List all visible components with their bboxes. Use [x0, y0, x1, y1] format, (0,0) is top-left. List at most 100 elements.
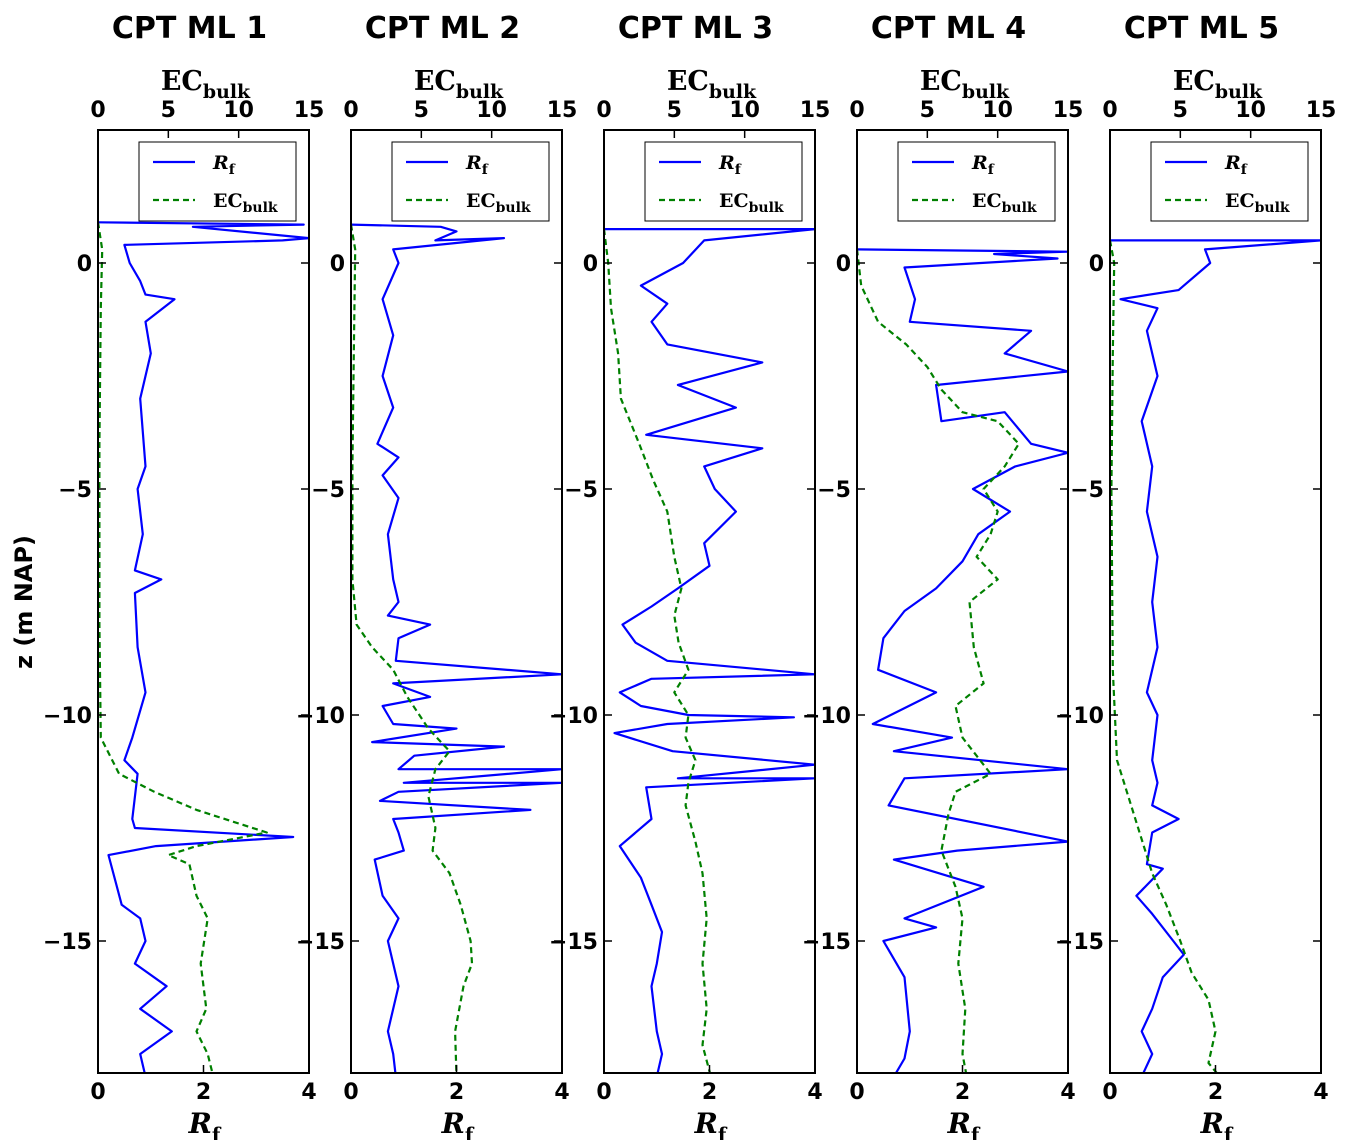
legend-label-main: R: [212, 152, 229, 174]
legend-label-main: R: [971, 152, 988, 174]
rf-line: [98, 221, 309, 1073]
top-tick-label: 15: [1306, 98, 1337, 123]
x-tick-label: 4: [1313, 1080, 1328, 1105]
rf-line: [351, 223, 562, 1073]
ecbulk-line: [98, 222, 268, 1073]
panel-title: CPT ML 2: [365, 11, 520, 46]
y-tick-label: −15: [1055, 930, 1104, 955]
bottom-axis-label: Rf: [947, 1107, 981, 1140]
legend-label-sub: bulk: [1255, 200, 1290, 216]
top-axis-label-main: EC: [414, 66, 456, 97]
legend: Rf ECbulk: [644, 141, 803, 222]
x-tick-label: 4: [554, 1080, 569, 1105]
legend-label-sub: bulk: [1002, 200, 1037, 216]
y-tick-label: −15: [549, 930, 598, 955]
bottom-axis-label-main: R: [694, 1107, 718, 1140]
legend-label: Rf: [465, 152, 489, 178]
y-tick-label: −15: [296, 930, 345, 955]
y-tick-label: −5: [564, 478, 598, 503]
top-tick-label: 0: [849, 98, 864, 123]
y-tick-label: −15: [43, 930, 92, 955]
ecbulk-line: [351, 224, 474, 1073]
y-tick-label: 0: [583, 252, 598, 277]
top-axis-label-sub: bulk: [456, 81, 504, 103]
bottom-axis-label: Rf: [1200, 1107, 1234, 1140]
legend-label-main: R: [718, 152, 735, 174]
legend-label-sub: f: [988, 162, 995, 178]
bottom-axis-label: Rf: [694, 1107, 728, 1140]
y-tick-label: 0: [77, 252, 92, 277]
legend-label-sub: bulk: [749, 200, 784, 216]
legend-label: Rf: [718, 152, 742, 178]
top-axis-label-sub: bulk: [203, 81, 251, 103]
y-tick-label: 0: [1089, 252, 1104, 277]
top-tick-label: 0: [596, 98, 611, 123]
legend: Rf ECbulk: [391, 141, 550, 222]
top-tick-label: 15: [294, 98, 325, 123]
top-axis-label: ECbulk: [920, 66, 1010, 103]
x-tick-label: 0: [596, 1080, 611, 1105]
top-tick-label: 10: [1235, 98, 1266, 123]
legend-label: ECbulk: [466, 190, 531, 216]
top-tick-label: 0: [343, 98, 358, 123]
bottom-axis-label-sub: f: [465, 1123, 475, 1140]
top-axis-label-sub: bulk: [1215, 81, 1263, 103]
ecbulk-line: [1110, 240, 1219, 1073]
x-tick-label: 0: [343, 1080, 358, 1105]
top-tick-label: 5: [667, 98, 682, 123]
top-axis-label: ECbulk: [1173, 66, 1263, 103]
plot-frame: [350, 129, 563, 1074]
y-tick-label: −5: [58, 478, 92, 503]
legend-label: ECbulk: [213, 190, 278, 216]
x-tick-label: 2: [702, 1080, 717, 1105]
panel-title: CPT ML 1: [112, 11, 267, 46]
bottom-axis-label-main: R: [441, 1107, 465, 1140]
x-tick-label: 2: [196, 1080, 211, 1105]
y-axis-label: z (m NAP): [10, 535, 38, 669]
legend-label-main: EC: [972, 190, 1002, 212]
top-axis-label-main: EC: [161, 66, 203, 97]
legend-box: [644, 141, 803, 222]
top-tick-label: 0: [90, 98, 105, 123]
legend-label-sub: bulk: [243, 200, 278, 216]
rf-line: [857, 248, 1068, 1073]
series-group: [604, 228, 815, 1073]
bottom-axis-label: Rf: [441, 1107, 475, 1140]
legend-box: [1150, 141, 1309, 222]
y-tick-label: −5: [311, 478, 345, 503]
legend-label-main: EC: [1225, 190, 1255, 212]
legend-label: ECbulk: [719, 190, 784, 216]
legend-box: [897, 141, 1056, 222]
series-group: [351, 223, 562, 1073]
top-tick-label: 15: [800, 98, 831, 123]
legend: Rf ECbulk: [897, 141, 1056, 222]
top-tick-label: 5: [161, 98, 176, 123]
rf-line: [1110, 239, 1321, 1073]
x-tick-label: 2: [1208, 1080, 1223, 1105]
legend: Rf ECbulk: [1150, 141, 1309, 222]
top-tick-label: 10: [476, 98, 507, 123]
legend-label-main: EC: [213, 190, 243, 212]
x-tick-label: 0: [1102, 1080, 1117, 1105]
top-tick-label: 15: [1053, 98, 1084, 123]
top-tick-label: 10: [223, 98, 254, 123]
legend-label-sub: f: [482, 162, 489, 178]
legend-label: Rf: [971, 152, 995, 178]
series-group: [857, 248, 1068, 1073]
x-tick-label: 0: [90, 1080, 105, 1105]
legend-label: ECbulk: [972, 190, 1037, 216]
plot-frame: [856, 129, 1069, 1074]
top-tick-label: 5: [1173, 98, 1188, 123]
legend-label: Rf: [212, 152, 236, 178]
ecbulk-line: [857, 249, 1020, 1073]
legend-label-sub: f: [735, 162, 742, 178]
panel-title: CPT ML 3: [618, 11, 773, 46]
top-axis-label-sub: bulk: [962, 81, 1010, 103]
legend-label-main: R: [1224, 152, 1241, 174]
top-tick-label: 5: [414, 98, 429, 123]
legend-label-sub: bulk: [496, 200, 531, 216]
legend: Rf ECbulk: [138, 141, 297, 222]
